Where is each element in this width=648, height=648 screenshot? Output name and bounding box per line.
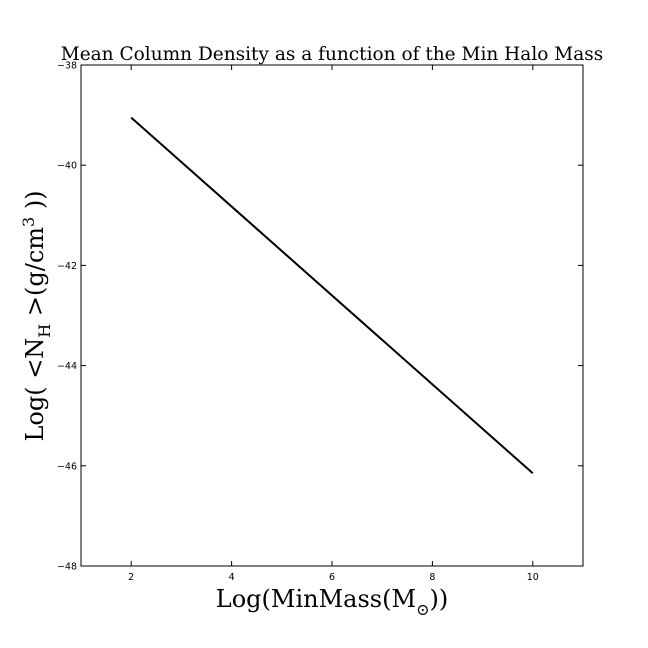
y-axis-label: Log( <NH >(g/cm3 )) — [19, 190, 54, 441]
x-axis-label-main: Log(MinMass(M — [216, 585, 416, 613]
x-tick-label: 10 — [527, 572, 539, 583]
x-tick-label: 8 — [429, 572, 435, 583]
y-tick-label: −48 — [57, 562, 77, 573]
chart-title: Mean Column Density as a function of the… — [61, 44, 603, 65]
y-axis-label-subscript: H — [35, 324, 54, 338]
x-axis-label-end: )) — [429, 585, 448, 613]
y-axis-label-superscript: 3 — [19, 217, 38, 227]
y-axis-label-middle: >(g/cm — [21, 227, 49, 324]
y-axis-label-end: )) — [21, 190, 49, 216]
y-tick-label: −42 — [57, 261, 77, 272]
y-tick-label: −40 — [57, 161, 77, 172]
x-axis-label: Log(MinMass(M⊙)) — [216, 585, 448, 619]
x-axis-label-subscript: ⊙ — [416, 600, 429, 619]
y-tick-label: −46 — [57, 461, 77, 472]
x-tick-label: 2 — [128, 572, 134, 583]
y-axis-label-main: Log( <N — [21, 338, 49, 442]
axis-ticks — [81, 64, 583, 567]
y-tick-label: −38 — [57, 61, 77, 72]
series-line — [130, 116, 534, 475]
axis-tick-labels: 2 4 6 8 10 −48 −46 −44 −42 −40 −38 — [57, 61, 539, 584]
y-tick-label: −44 — [57, 361, 77, 372]
x-tick-label: 4 — [229, 572, 235, 583]
data-series — [130, 116, 534, 475]
x-tick-label: 6 — [329, 572, 335, 583]
